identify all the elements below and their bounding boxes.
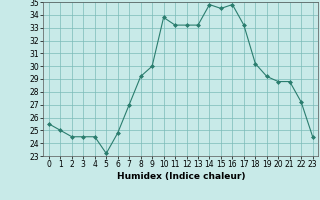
X-axis label: Humidex (Indice chaleur): Humidex (Indice chaleur) [116, 172, 245, 181]
